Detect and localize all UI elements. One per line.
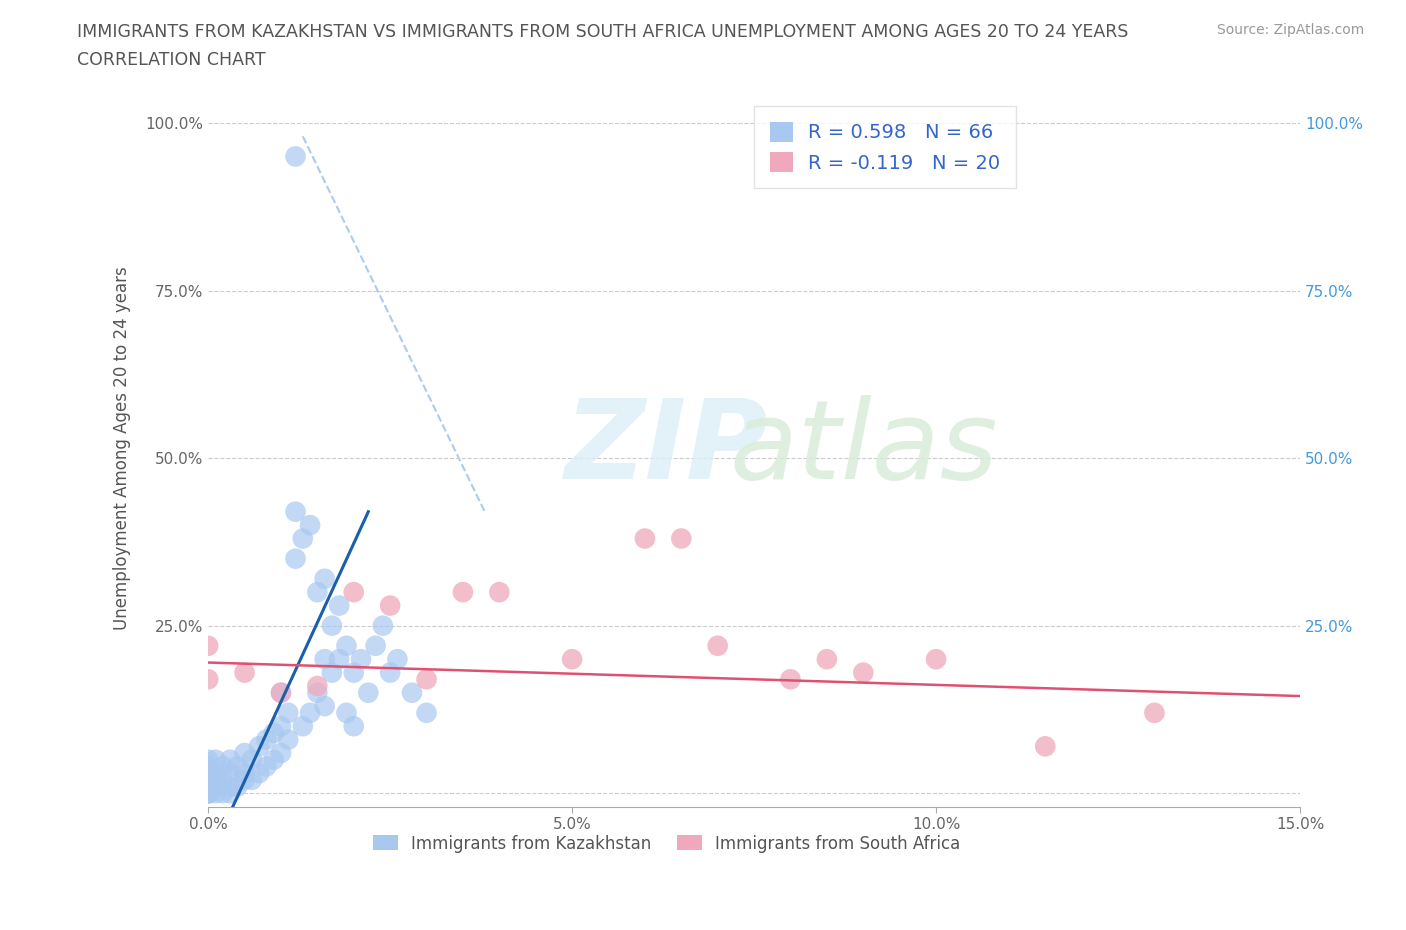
Point — [335, 705, 357, 720]
Point — [335, 638, 357, 653]
Point — [211, 786, 233, 801]
Point — [197, 759, 219, 774]
Point — [197, 786, 219, 801]
Point — [270, 685, 292, 700]
Point — [401, 685, 423, 700]
Point — [291, 719, 314, 734]
Point — [561, 652, 583, 667]
Point — [357, 685, 380, 700]
Point — [415, 705, 437, 720]
Point — [343, 665, 366, 680]
Point — [321, 665, 343, 680]
Point — [343, 719, 366, 734]
Point — [197, 773, 219, 788]
Point — [247, 765, 270, 780]
Point — [254, 759, 277, 774]
Point — [364, 638, 387, 653]
Point — [233, 773, 256, 788]
Point — [387, 652, 409, 667]
Point — [1033, 739, 1056, 754]
Point — [204, 765, 226, 780]
Point — [852, 665, 875, 680]
Point — [277, 732, 299, 747]
Point — [706, 638, 728, 653]
Point — [378, 598, 401, 613]
Point — [219, 752, 242, 767]
Point — [343, 585, 366, 600]
Text: CORRELATION CHART: CORRELATION CHART — [77, 51, 266, 69]
Point — [233, 665, 256, 680]
Point — [204, 752, 226, 767]
Point — [240, 752, 263, 767]
Point — [219, 786, 242, 801]
Point — [263, 752, 285, 767]
Point — [240, 773, 263, 788]
Point — [307, 685, 329, 700]
Point — [270, 685, 292, 700]
Point — [197, 638, 219, 653]
Point — [197, 752, 219, 767]
Point — [284, 504, 307, 519]
Point — [197, 786, 219, 801]
Point — [211, 773, 233, 788]
Point — [314, 652, 336, 667]
Point — [321, 618, 343, 633]
Point — [284, 551, 307, 566]
Point — [254, 732, 277, 747]
Point — [328, 598, 350, 613]
Point — [328, 652, 350, 667]
Point — [204, 786, 226, 801]
Point — [1143, 705, 1166, 720]
Point — [350, 652, 373, 667]
Point — [233, 765, 256, 780]
Point — [671, 531, 693, 546]
Point — [299, 518, 322, 533]
Point — [815, 652, 838, 667]
Point — [314, 571, 336, 586]
Point — [925, 652, 948, 667]
Point — [299, 705, 322, 720]
Y-axis label: Unemployment Among Ages 20 to 24 years: Unemployment Among Ages 20 to 24 years — [114, 266, 131, 630]
Point — [277, 705, 299, 720]
Point — [451, 585, 474, 600]
Text: ZIP: ZIP — [565, 394, 769, 501]
Point — [263, 725, 285, 740]
Point — [314, 698, 336, 713]
Point — [219, 765, 242, 780]
Point — [204, 773, 226, 788]
Point — [197, 786, 219, 801]
Point — [270, 746, 292, 761]
Point — [197, 786, 219, 801]
Point — [204, 779, 226, 794]
Point — [291, 531, 314, 546]
Point — [779, 671, 801, 686]
Point — [197, 765, 219, 780]
Point — [197, 671, 219, 686]
Point — [270, 719, 292, 734]
Point — [219, 779, 242, 794]
Point — [247, 739, 270, 754]
Text: atlas: atlas — [728, 394, 998, 501]
Point — [378, 665, 401, 680]
Point — [233, 746, 256, 761]
Point — [307, 585, 329, 600]
Point — [415, 671, 437, 686]
Point — [284, 149, 307, 164]
Point — [226, 779, 249, 794]
Legend: Immigrants from Kazakhstan, Immigrants from South Africa: Immigrants from Kazakhstan, Immigrants f… — [367, 828, 967, 859]
Point — [226, 759, 249, 774]
Text: Source: ZipAtlas.com: Source: ZipAtlas.com — [1216, 23, 1364, 37]
Text: IMMIGRANTS FROM KAZAKHSTAN VS IMMIGRANTS FROM SOUTH AFRICA UNEMPLOYMENT AMONG AG: IMMIGRANTS FROM KAZAKHSTAN VS IMMIGRANTS… — [77, 23, 1129, 41]
Point — [634, 531, 657, 546]
Point — [211, 759, 233, 774]
Point — [307, 679, 329, 694]
Point — [371, 618, 394, 633]
Point — [488, 585, 510, 600]
